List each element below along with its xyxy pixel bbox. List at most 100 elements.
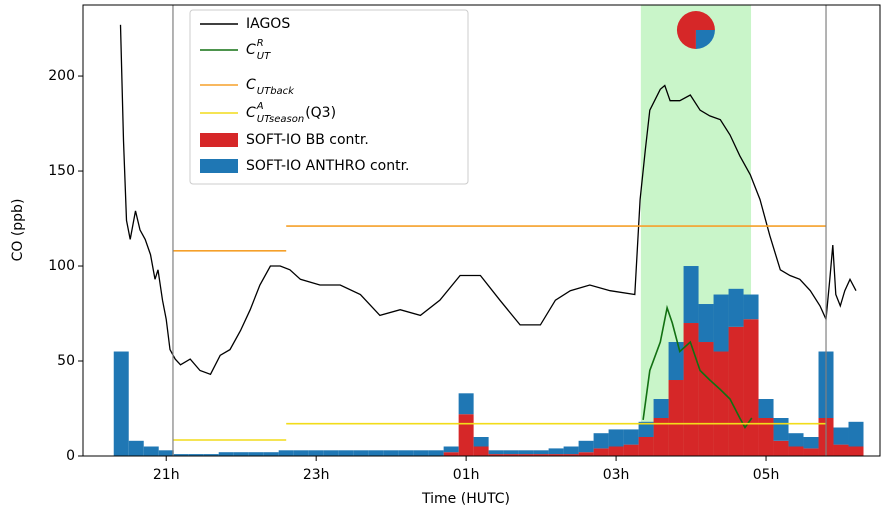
legend-label-sub: UTseason — [257, 114, 304, 125]
bar — [803, 437, 819, 449]
bar — [203, 454, 219, 456]
bar — [188, 454, 204, 456]
bar — [728, 326, 744, 456]
bar — [278, 450, 294, 456]
bar — [428, 450, 444, 456]
y-tick-label: 100 — [48, 258, 75, 274]
x-tick-label: 21h — [153, 467, 180, 483]
bar — [368, 450, 384, 456]
legend-label-suffix: (Q3) — [305, 105, 336, 121]
line — [642, 304, 753, 430]
bar — [518, 450, 534, 455]
bar — [578, 452, 594, 456]
bar — [548, 454, 564, 456]
bar — [848, 421, 864, 447]
bar — [668, 342, 684, 381]
bar — [578, 440, 594, 453]
bar — [533, 450, 549, 455]
legend-label: SOFT-IO BB contr. — [246, 132, 369, 148]
bar — [248, 452, 264, 456]
bar — [833, 427, 849, 445]
legend-label: C — [246, 42, 256, 58]
bar — [788, 433, 804, 447]
bar — [473, 446, 489, 456]
bar — [473, 437, 489, 447]
bar — [458, 393, 474, 415]
plot-area — [113, 5, 864, 456]
bar — [383, 450, 399, 456]
bar — [533, 454, 549, 456]
bar — [548, 448, 564, 455]
bar — [488, 450, 504, 455]
bar — [353, 450, 369, 456]
x-tick-label: 23h — [303, 467, 330, 483]
bar — [713, 294, 729, 352]
bar — [338, 450, 354, 456]
bar — [443, 446, 459, 453]
y-tick-label: 50 — [57, 353, 75, 369]
bar — [143, 446, 159, 456]
pie-slice — [695, 30, 715, 49]
bar — [113, 351, 129, 456]
bar — [773, 418, 789, 441]
bar — [653, 418, 669, 456]
bar — [398, 450, 414, 456]
bar — [758, 399, 774, 419]
bar — [128, 440, 144, 456]
y-axis-label: CO (ppb) — [10, 199, 26, 262]
bar — [608, 446, 624, 456]
bar — [503, 450, 519, 455]
bar — [623, 429, 639, 445]
y-tick-label: 200 — [48, 68, 75, 84]
bar — [443, 452, 459, 456]
legend-swatch — [200, 159, 238, 173]
legend-label: IAGOS — [246, 16, 290, 32]
x-tick-label: 01h — [453, 467, 480, 483]
legend-label: SOFT-IO ANTHRO contr. — [246, 158, 410, 174]
bar — [173, 454, 189, 456]
bar — [623, 444, 639, 456]
bar — [833, 444, 849, 456]
bar — [638, 437, 654, 456]
bar — [458, 414, 474, 456]
bar — [323, 450, 339, 456]
bar — [308, 450, 324, 456]
bar — [593, 448, 609, 456]
bar — [413, 450, 429, 456]
y-tick-label: 0 — [66, 448, 75, 464]
bar — [743, 319, 759, 456]
bar — [743, 294, 759, 320]
plot-frame — [82, 4, 881, 457]
bar — [668, 380, 684, 456]
legend-label-sup: R — [257, 38, 264, 49]
legend-label: C — [246, 77, 256, 93]
legend-box — [189, 9, 469, 185]
legend-label-sub: UT — [257, 51, 271, 62]
bar — [788, 446, 804, 456]
x-tick-label: 03h — [603, 467, 630, 483]
bar — [218, 452, 234, 456]
x-axis-label: Time (HUTC) — [421, 491, 510, 507]
bar — [563, 446, 579, 455]
bar — [593, 433, 609, 449]
bar — [848, 446, 864, 456]
bar — [293, 450, 309, 456]
bar — [518, 454, 534, 456]
legend-label: C — [246, 105, 256, 121]
bar — [488, 454, 504, 456]
bar — [728, 288, 744, 327]
bar — [608, 429, 624, 447]
y-tick-label: 150 — [48, 163, 75, 179]
legend-label-sup: A — [256, 101, 264, 112]
line — [119, 24, 857, 376]
bar — [638, 421, 654, 438]
bar — [683, 266, 699, 324]
line — [173, 225, 826, 252]
bar — [653, 399, 669, 419]
bar — [233, 452, 249, 456]
legend-label-sub: UTback — [257, 86, 295, 97]
legend-swatch — [200, 133, 238, 147]
bar — [803, 448, 819, 456]
